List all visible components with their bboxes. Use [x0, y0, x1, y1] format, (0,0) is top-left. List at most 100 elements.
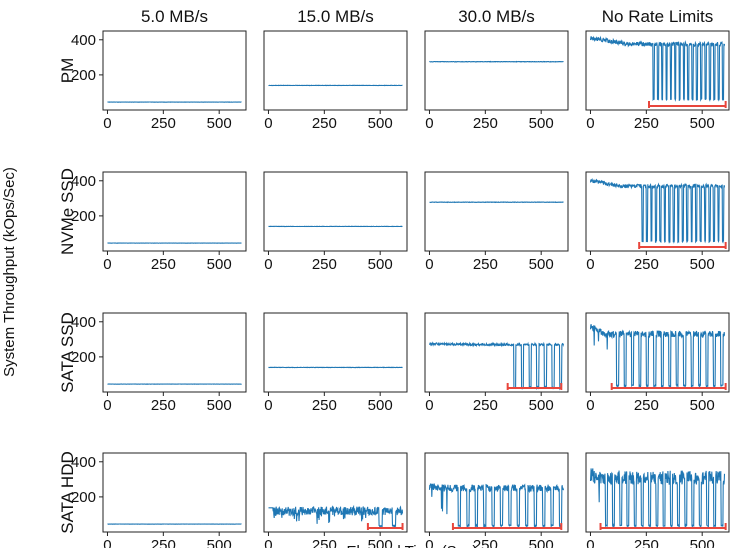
x-tick-label: 250 — [634, 256, 659, 273]
x-tick-label: 250 — [151, 537, 176, 548]
x-tick-label: 250 — [473, 256, 498, 273]
x-tick-label: 0 — [586, 256, 594, 273]
x-tick-label: 500 — [207, 256, 232, 273]
x-tick-label: 250 — [312, 537, 337, 548]
x-tick-label: 0 — [425, 256, 433, 273]
subplot-1-0: 0 250 500 200 400 — [71, 171, 247, 273]
panel-frame — [585, 30, 730, 111]
x-tick-label: 250 — [473, 537, 498, 548]
x-tick-label: 250 — [151, 256, 176, 273]
series-line — [268, 504, 404, 529]
x-tick-label: 0 — [586, 537, 594, 548]
x-tick-label: 0 — [103, 397, 111, 414]
y-tick-label: 200 — [71, 208, 96, 225]
subplot-2-0: 0 250 500 200 400 — [71, 312, 247, 414]
x-tick-label: 250 — [312, 256, 337, 273]
panel-frame — [263, 312, 408, 393]
x-tick-label: 500 — [368, 256, 393, 273]
x-tick-label: 250 — [312, 397, 337, 414]
x-tick-label: 0 — [264, 115, 272, 132]
series-line — [428, 341, 565, 391]
subplot-3-1: 0 250 500 — [263, 452, 408, 548]
x-tick-label: 0 — [264, 397, 272, 414]
panel-frame — [424, 30, 569, 111]
x-tick-label: 500 — [529, 397, 554, 414]
panel-frame — [424, 312, 569, 393]
y-tick-label: 200 — [71, 67, 96, 84]
y-tick-label: 200 — [71, 489, 96, 506]
x-tick-label: 500 — [207, 397, 232, 414]
y-tick-label: 400 — [71, 454, 96, 471]
panel-frame — [102, 30, 247, 111]
row-label: SATA SSD — [58, 312, 77, 393]
x-tick-label: 0 — [425, 537, 433, 548]
x-tick-label: 250 — [473, 397, 498, 414]
x-axis-title: Elapsed Time (Sec) — [347, 543, 478, 548]
column-title: 15.0 MB/s — [297, 7, 374, 26]
subplot-0-2: 0 250 500 — [424, 30, 569, 132]
x-tick-label: 500 — [690, 115, 715, 132]
row-label: SATA HDD — [58, 451, 77, 534]
x-tick-label: 250 — [634, 537, 659, 548]
x-tick-label: 0 — [103, 256, 111, 273]
y-tick-label: 200 — [71, 349, 96, 366]
panel-frame — [585, 312, 730, 393]
x-tick-label: 0 — [103, 115, 111, 132]
series-line — [589, 178, 726, 244]
subplot-2-1: 0 250 500 — [263, 312, 408, 414]
subplot-2-3: 0 250 500 — [585, 312, 730, 414]
x-tick-label: 500 — [368, 537, 393, 548]
x-tick-label: 250 — [151, 397, 176, 414]
x-tick-label: 500 — [529, 256, 554, 273]
row-label: NVMe SSD — [58, 168, 77, 255]
subplot-0-0: 0 250 500 200 400 — [71, 30, 247, 132]
y-tick-label: 400 — [71, 314, 96, 331]
series-line — [589, 468, 726, 529]
x-tick-label: 0 — [425, 115, 433, 132]
subplot-0-1: 0 250 500 — [263, 30, 408, 132]
panel-frame — [585, 171, 730, 252]
x-tick-label: 250 — [151, 115, 176, 132]
x-tick-label: 500 — [529, 537, 554, 548]
subplot-3-0: 0 250 500 200 400 — [71, 452, 247, 548]
x-tick-label: 500 — [529, 115, 554, 132]
column-title: 30.0 MB/s — [458, 7, 535, 26]
x-tick-label: 0 — [103, 537, 111, 548]
panel-frame — [102, 171, 247, 252]
x-tick-label: 0 — [586, 115, 594, 132]
x-tick-label: 500 — [368, 397, 393, 414]
x-tick-label: 500 — [207, 115, 232, 132]
y-tick-label: 400 — [71, 173, 96, 190]
subplot-1-3: 0 250 500 — [585, 171, 730, 273]
x-tick-label: 500 — [207, 537, 232, 548]
subplot-0-3: 0 250 500 — [585, 30, 730, 132]
x-tick-label: 0 — [264, 256, 272, 273]
panel-frame — [263, 452, 408, 533]
row-label: PM — [58, 58, 77, 84]
y-tick-label: 400 — [71, 32, 96, 49]
subplot-1-1: 0 250 500 — [263, 171, 408, 273]
column-title: No Rate Limits — [602, 7, 713, 26]
panel-frame — [263, 171, 408, 252]
subplot-1-2: 0 250 500 — [424, 171, 569, 273]
series-line — [589, 35, 726, 102]
x-tick-label: 500 — [690, 256, 715, 273]
panel-frame — [585, 452, 730, 533]
x-tick-label: 500 — [690, 537, 715, 548]
panel-frame — [424, 171, 569, 252]
subplot-3-2: 0 250 500 — [424, 452, 569, 548]
series-line — [428, 483, 565, 529]
x-tick-label: 500 — [368, 115, 393, 132]
x-tick-label: 500 — [690, 397, 715, 414]
panel-frame — [424, 452, 569, 533]
x-tick-label: 250 — [634, 397, 659, 414]
series-line — [589, 324, 726, 389]
x-tick-label: 250 — [473, 115, 498, 132]
x-tick-label: 0 — [264, 537, 272, 548]
subplot-2-2: 0 250 500 — [424, 312, 569, 414]
x-tick-label: 250 — [312, 115, 337, 132]
x-tick-label: 250 — [634, 115, 659, 132]
subplot-3-3: 0 250 500 — [585, 452, 730, 548]
column-title: 5.0 MB/s — [141, 7, 208, 26]
